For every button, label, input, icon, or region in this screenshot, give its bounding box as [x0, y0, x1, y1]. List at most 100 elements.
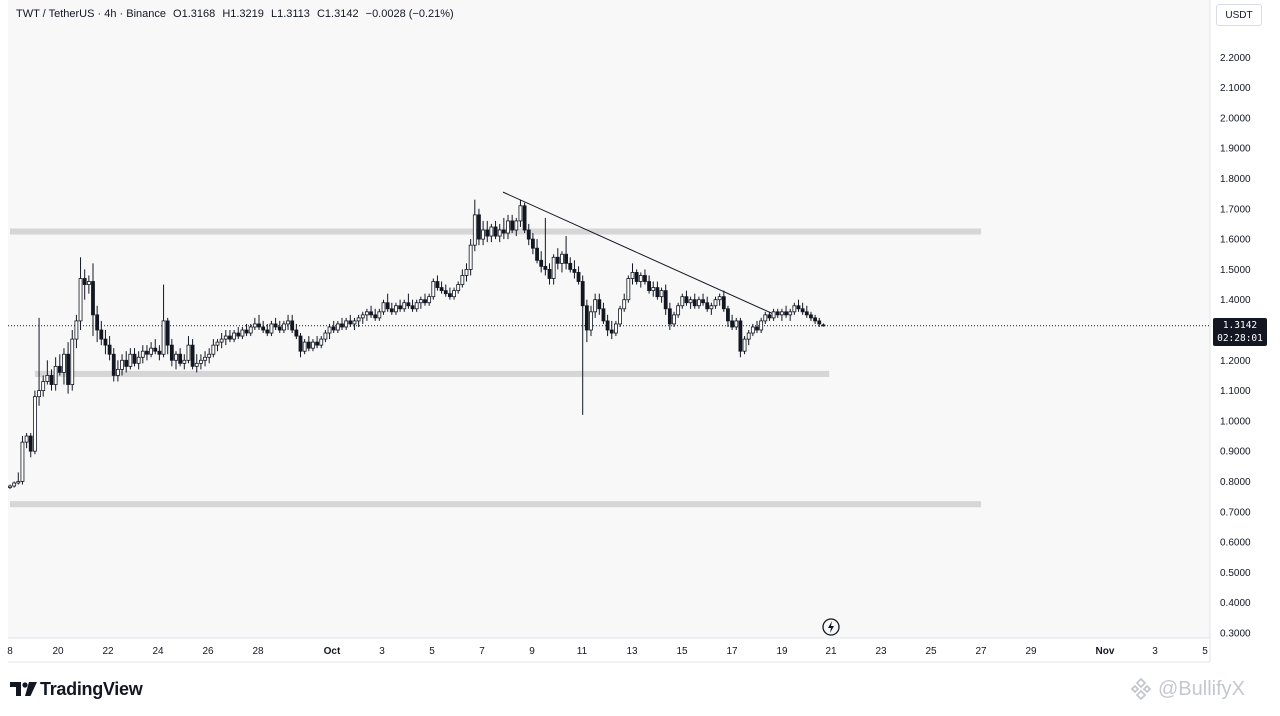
candle-body	[506, 220, 510, 234]
x-tick-label: 29	[1025, 646, 1037, 657]
candle	[584, 299, 589, 343]
candle	[269, 320, 274, 337]
candle	[273, 317, 278, 330]
candle-body	[738, 320, 743, 352]
x-tick-label: 5	[1202, 646, 1208, 657]
candle-body	[232, 332, 237, 340]
candle	[564, 236, 568, 270]
candle	[506, 214, 510, 240]
candle	[439, 281, 444, 294]
candle	[28, 433, 33, 458]
candle	[323, 330, 328, 343]
candle-body	[622, 299, 627, 310]
candle	[497, 223, 502, 243]
candle-body	[510, 220, 515, 231]
candle-body	[302, 341, 307, 352]
candle	[423, 293, 427, 306]
candle-body	[439, 287, 444, 292]
candle	[149, 342, 154, 358]
candle-body	[750, 326, 755, 334]
candle-body	[717, 296, 722, 301]
candle-body	[514, 220, 519, 231]
candle	[240, 326, 245, 340]
candle	[427, 293, 432, 306]
candle-body	[609, 329, 614, 334]
candle-body	[257, 323, 261, 328]
x-tick-label: 19	[776, 646, 788, 657]
descending-trendline[interactable]	[502, 191, 773, 314]
candle	[360, 311, 365, 324]
x-tick-label: 23	[875, 646, 887, 657]
candle-body	[456, 284, 461, 292]
candle	[572, 260, 577, 279]
candle	[531, 233, 535, 255]
candle-body	[597, 299, 602, 310]
tradingview-brand[interactable]: TradingView	[10, 678, 143, 700]
candle	[460, 269, 465, 288]
time-axis[interactable]: 8 20 22 24 26 28 Oct 3 5 7 9 11 13 15 17 19 21 23 25 27 29 No…	[7, 646, 1208, 657]
candle-body	[49, 375, 54, 385]
x-tick-label: 7	[479, 646, 485, 657]
x-tick-label: 13	[626, 646, 638, 657]
candle	[186, 336, 191, 364]
candle-body	[315, 341, 319, 346]
bar-countdown: 02:28:01	[1217, 333, 1263, 344]
candle	[485, 220, 490, 243]
candle-body	[402, 302, 407, 310]
candle-body	[323, 332, 328, 340]
candle	[680, 293, 685, 309]
candle	[406, 293, 411, 309]
candle	[809, 311, 813, 321]
candle	[813, 314, 817, 324]
candle	[759, 317, 764, 334]
candle	[385, 293, 390, 312]
candle	[568, 257, 573, 273]
price-axis[interactable]: 2.2000 2.1000 2.0000 1.9000 1.8000 1.7000 1.60…	[1220, 53, 1251, 640]
plot-area[interactable]	[8, 0, 1210, 638]
y-tick-label: 1.6000	[1220, 235, 1251, 246]
candle	[514, 217, 519, 237]
candle-body	[427, 296, 432, 304]
candle-body	[713, 299, 718, 307]
candle	[684, 290, 689, 306]
ohlc-low: L1.3113	[270, 8, 310, 20]
candle-body	[16, 481, 21, 484]
currency-button[interactable]: USDT	[1216, 4, 1262, 26]
candle-body	[576, 272, 581, 282]
x-tick-label: 26	[202, 646, 214, 657]
candle	[120, 354, 124, 376]
candle	[622, 293, 627, 312]
candle-body	[431, 281, 436, 298]
x-tick-label: 17	[726, 646, 738, 657]
candle-body	[120, 359, 124, 370]
candle-body	[813, 317, 817, 322]
candle-body	[564, 253, 568, 264]
candle-body	[140, 350, 145, 358]
candle	[311, 339, 315, 352]
candle-body	[294, 329, 299, 337]
candle-body	[572, 268, 577, 273]
y-tick-label: 1.7000	[1220, 204, 1251, 215]
candle	[348, 314, 353, 327]
candle	[306, 336, 311, 352]
candle	[618, 305, 622, 327]
candle	[489, 223, 494, 243]
candle	[290, 314, 295, 334]
candle	[86, 275, 91, 294]
watermark-text: @BullifyX	[1158, 677, 1245, 700]
candle-body	[809, 314, 813, 319]
candle-body	[688, 299, 693, 304]
candle-body	[24, 435, 29, 443]
symbol-title[interactable]: TWT / TetherUS · 4h · Binance	[16, 8, 166, 20]
candle-body	[169, 344, 174, 361]
candle	[501, 217, 506, 240]
candle-body	[186, 344, 191, 361]
candle	[340, 317, 344, 330]
x-tick-label: 11	[577, 646, 588, 657]
candle	[539, 251, 544, 273]
candle	[215, 339, 220, 352]
replay-icon[interactable]	[821, 617, 841, 637]
candle-body	[248, 326, 253, 334]
y-tick-label: 0.4000	[1220, 598, 1251, 609]
